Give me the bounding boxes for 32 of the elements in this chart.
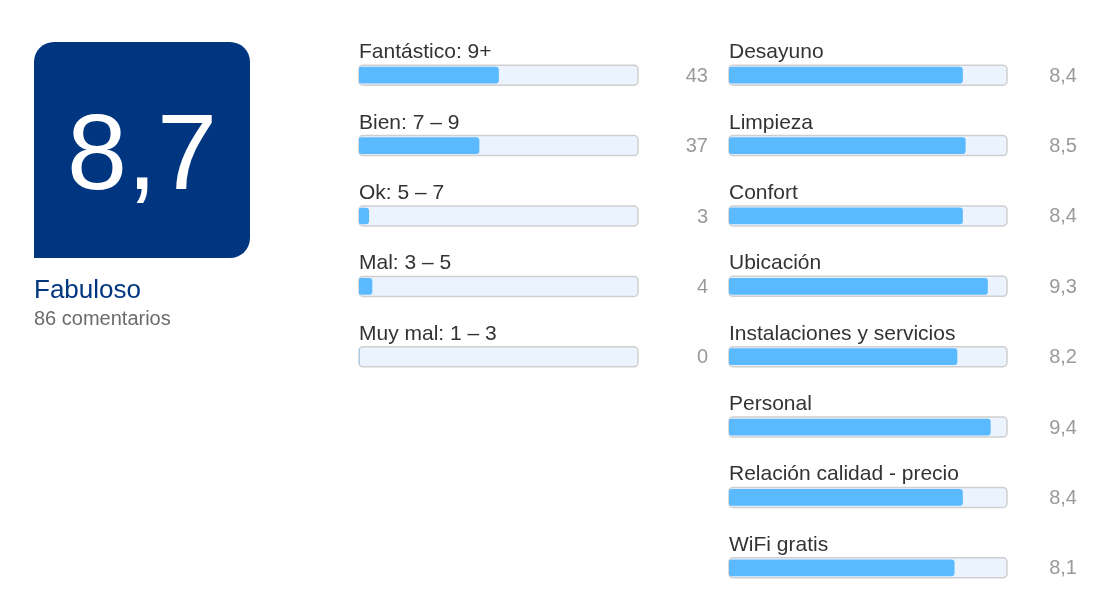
text: 8,7 <box>66 91 218 212</box>
y-tick-label: Confort <box>729 179 799 203</box>
data-label: 8,1 <box>1049 556 1077 579</box>
data-label: 8,4 <box>1049 485 1077 508</box>
y-tick-label: Muy mal: 1 – 3 <box>359 320 497 344</box>
y-tick-label: Bien: 7 – 9 <box>359 109 460 133</box>
y-tick-label: WiFi gratis <box>729 531 829 555</box>
bar <box>359 278 373 295</box>
data-label: 8,5 <box>1049 134 1077 157</box>
bar <box>359 207 370 225</box>
y-tick-label: Ok: 5 – 7 <box>359 180 445 203</box>
y-tick-label: Relación calidad - precio <box>729 461 959 485</box>
y-tick-label: Mal: 3 – 5 <box>359 250 452 274</box>
data-label: 43 <box>685 63 708 86</box>
data-label: 4 <box>696 274 708 297</box>
y-tick-label: Ubicación <box>729 250 822 274</box>
data-label: 3 <box>696 204 708 227</box>
text: Fabuloso <box>34 274 141 304</box>
bar <box>359 137 480 154</box>
data-label: 37 <box>685 134 708 157</box>
y-tick-label: Desayuno <box>729 39 824 63</box>
data-label: 8,2 <box>1049 345 1077 368</box>
y-tick-label: Personal <box>729 391 812 415</box>
data-label: 9,3 <box>1049 274 1077 297</box>
data-label: 8,4 <box>1049 63 1077 86</box>
data-label: 8,4 <box>1049 204 1077 227</box>
data-label: 0 <box>696 345 708 368</box>
y-tick-label: Limpieza <box>729 109 814 133</box>
text: 86 comentarios <box>34 306 171 330</box>
data-label: 9,4 <box>1049 415 1077 438</box>
y-tick-label: Fantástico: 9+ <box>359 39 492 63</box>
y-tick-label: Instalaciones y servicios <box>729 320 956 344</box>
